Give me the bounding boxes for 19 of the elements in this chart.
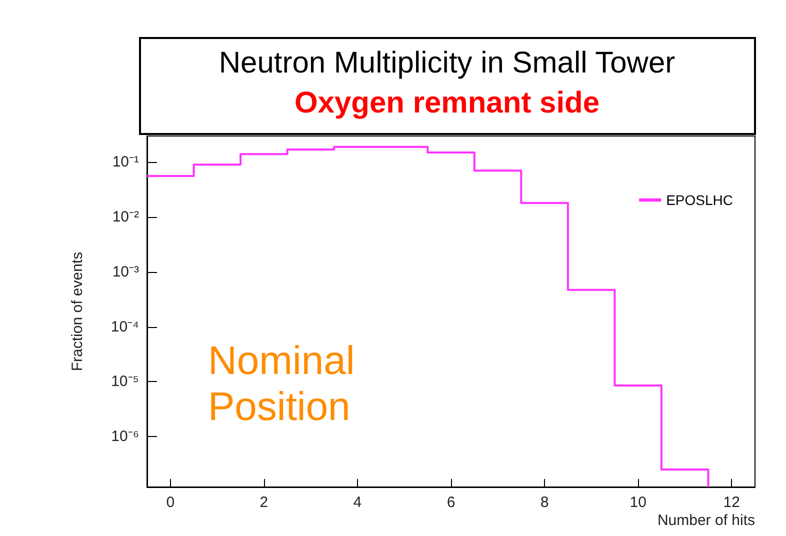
y-tick-label: 10⁻¹ [112, 154, 139, 171]
y-tick-label: 10⁻⁵ [111, 373, 139, 390]
x-axis-title: Number of hits [657, 512, 755, 529]
y-tick-label: 10⁻⁴ [110, 318, 139, 336]
chart-subtitle: Oxygen remnant side [294, 86, 600, 120]
x-tick-label: 12 [723, 494, 740, 511]
annotation: Nominal Position [208, 339, 366, 429]
y-tick-label: 10⁻³ [112, 263, 139, 280]
x-tick-label: 2 [260, 494, 268, 511]
x-tick-label: 10 [630, 494, 646, 511]
x-tick-label: 0 [166, 494, 175, 511]
y-axis-title: Fraction of events [69, 252, 86, 372]
chart-title: Neutron Multiplicity in Small Tower [218, 46, 676, 80]
x-tick-label: 8 [540, 494, 549, 511]
x-tick-label: 4 [353, 494, 362, 511]
y-tick-label: 10⁻² [112, 208, 139, 226]
x-tick-label: 6 [446, 494, 456, 511]
legend-label: EPOSLHC [666, 192, 734, 208]
y-tick-label: 10⁻⁶ [111, 428, 139, 445]
